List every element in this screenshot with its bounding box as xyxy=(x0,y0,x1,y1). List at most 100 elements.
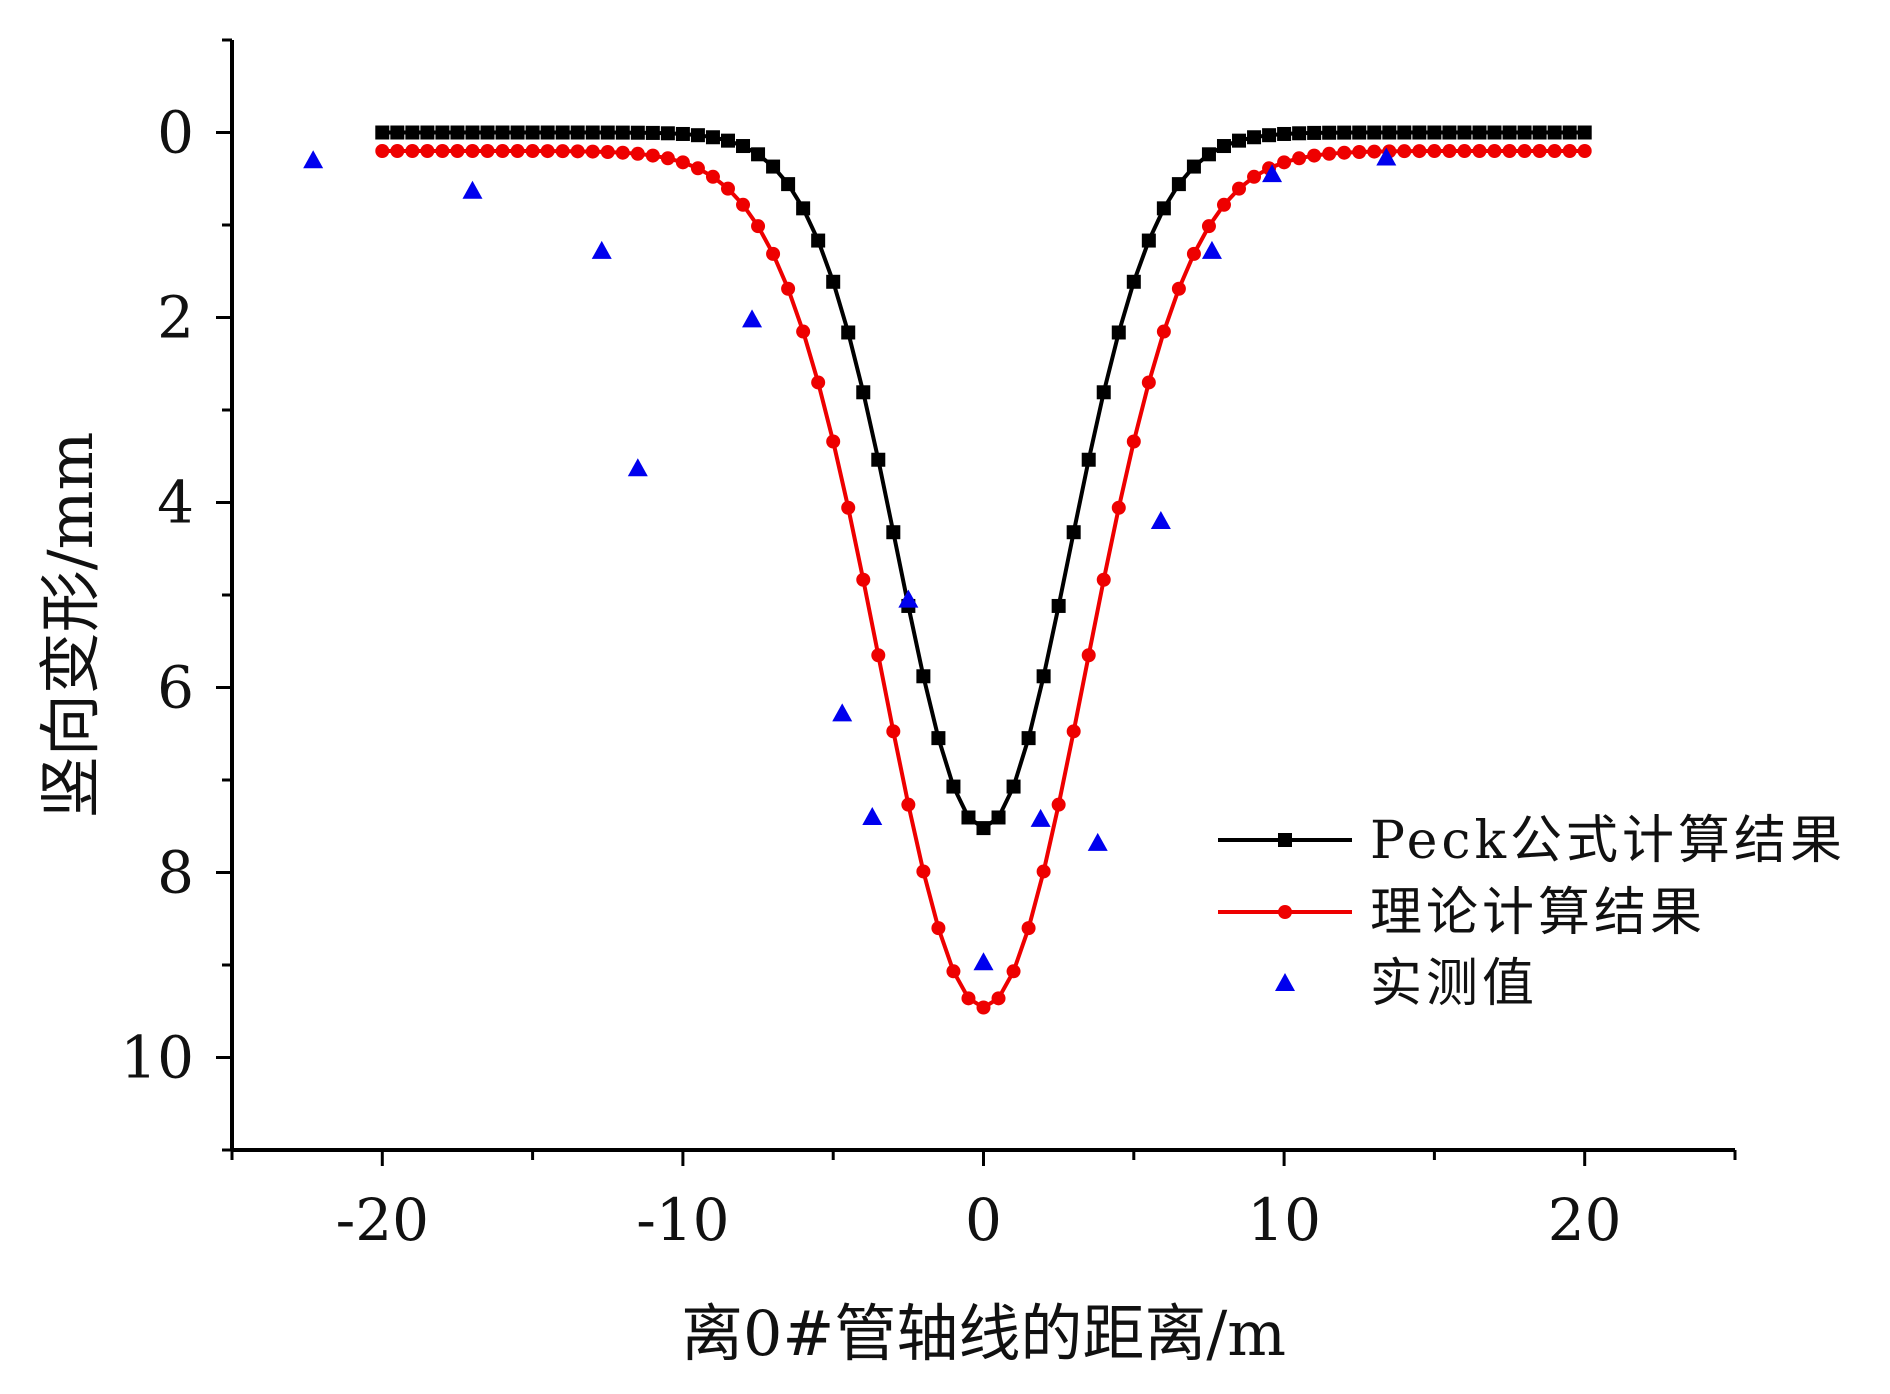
data-point xyxy=(405,125,420,140)
data-point xyxy=(1087,832,1108,851)
data-point xyxy=(862,807,883,825)
x-tick-label: 20 xyxy=(1548,1186,1622,1254)
data-point xyxy=(1201,240,1222,259)
data-point xyxy=(1126,274,1141,289)
data-point xyxy=(1532,144,1547,159)
data-point xyxy=(991,810,1006,825)
data-point xyxy=(375,125,390,140)
data-point xyxy=(1577,144,1592,159)
data-point xyxy=(826,434,841,449)
data-point xyxy=(1442,144,1457,159)
data-point xyxy=(1532,125,1547,140)
data-point xyxy=(1066,724,1081,739)
data-point xyxy=(1021,731,1036,746)
data-point xyxy=(946,964,961,979)
data-point xyxy=(375,144,390,159)
data-point xyxy=(1382,125,1397,140)
data-point xyxy=(1036,864,1051,879)
data-point xyxy=(1307,148,1322,163)
data-point xyxy=(675,126,690,141)
legend-label: 实测值 xyxy=(1370,954,1538,1014)
data-point xyxy=(1562,125,1577,140)
data-point xyxy=(615,145,630,160)
legend-marker xyxy=(1278,905,1292,919)
data-point xyxy=(1111,325,1126,340)
data-point xyxy=(1442,125,1457,140)
data-point xyxy=(871,452,886,467)
data-point xyxy=(600,125,615,140)
data-point xyxy=(1292,151,1307,166)
data-point xyxy=(898,589,919,608)
data-point xyxy=(1021,921,1036,936)
data-point xyxy=(690,161,705,176)
data-point xyxy=(1367,144,1382,159)
data-point xyxy=(630,146,645,161)
legend-label: Peck公式计算结果 xyxy=(1370,811,1846,871)
data-point xyxy=(1216,197,1231,212)
data-point xyxy=(1201,219,1216,234)
data-point xyxy=(1457,125,1472,140)
data-point xyxy=(961,810,976,825)
data-point xyxy=(1547,125,1562,140)
data-point xyxy=(841,325,856,340)
data-point xyxy=(1487,125,1502,140)
x-tick-label: 10 xyxy=(1247,1186,1321,1254)
data-point xyxy=(480,144,495,159)
data-point xyxy=(303,150,324,169)
data-point xyxy=(856,385,871,400)
legend-marker xyxy=(1278,833,1292,847)
data-point xyxy=(1547,144,1562,159)
data-point xyxy=(465,125,480,140)
data-point xyxy=(1186,159,1201,174)
data-point xyxy=(435,125,450,140)
y-tick-label: 2 xyxy=(157,284,194,352)
data-point xyxy=(832,703,853,722)
legend-item: 理论计算结果 xyxy=(1218,883,1702,943)
data-point xyxy=(525,125,540,140)
y-tick-label: 6 xyxy=(157,654,194,722)
tick-labels: -20 -10 0 10 20 0 2 4 6 8 10 xyxy=(120,99,1621,1255)
data-point xyxy=(976,821,991,836)
data-point xyxy=(555,144,570,159)
x-tick-label: 0 xyxy=(965,1186,1002,1254)
data-point xyxy=(916,669,931,684)
data-point xyxy=(1502,144,1517,159)
data-point xyxy=(1171,177,1186,192)
data-point xyxy=(1111,500,1126,515)
data-point xyxy=(1397,125,1412,140)
data-point xyxy=(525,144,540,159)
data-point xyxy=(751,147,766,162)
data-point xyxy=(645,125,660,140)
data-point xyxy=(1352,125,1367,140)
y-tick-label: 0 xyxy=(157,99,194,167)
data-point xyxy=(570,144,585,159)
data-point xyxy=(1156,324,1171,339)
data-point xyxy=(796,324,811,339)
data-point xyxy=(811,375,826,390)
data-point xyxy=(1376,147,1397,166)
data-point xyxy=(1577,125,1592,140)
data-point xyxy=(931,731,946,746)
data-point xyxy=(540,144,555,159)
x-tick-label: -20 xyxy=(336,1186,429,1254)
data-point xyxy=(1367,125,1382,140)
data-point xyxy=(705,130,720,145)
data-point xyxy=(1171,281,1186,296)
data-point xyxy=(1487,144,1502,159)
data-point xyxy=(1502,125,1517,140)
data-point xyxy=(1051,797,1066,812)
data-point xyxy=(1201,147,1216,162)
data-point xyxy=(1472,144,1487,159)
data-point xyxy=(1036,669,1051,684)
data-point xyxy=(1096,572,1111,587)
data-point xyxy=(495,125,510,140)
data-point xyxy=(1232,181,1247,196)
data-point xyxy=(1006,964,1021,979)
data-point xyxy=(1457,144,1472,159)
ticks xyxy=(216,38,1737,1166)
x-tick-label: -10 xyxy=(636,1186,729,1254)
data-point xyxy=(540,125,555,140)
data-point xyxy=(465,144,480,159)
